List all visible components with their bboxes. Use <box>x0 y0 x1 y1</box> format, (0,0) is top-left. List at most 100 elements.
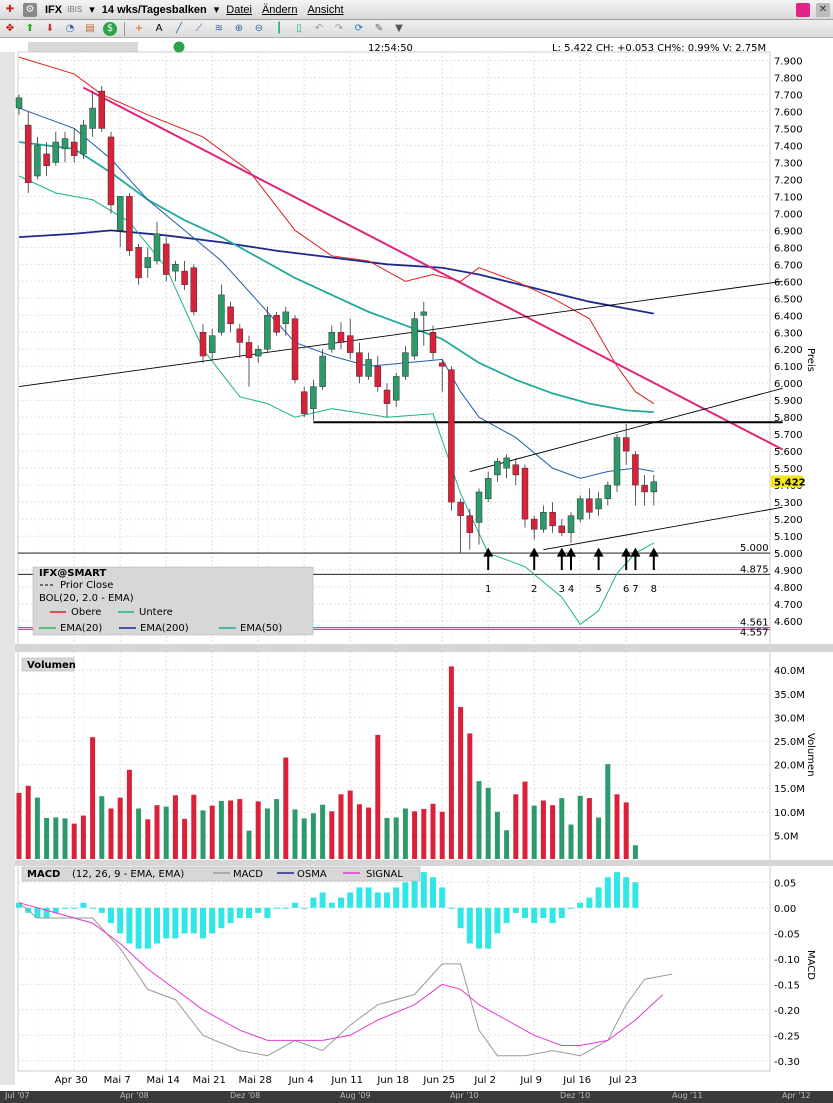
axes: Apr 30 Mai 7 Mai 14 Mai 21 Mai 28 Jun 4 Jun 11… <box>55 56 806 1086</box>
line-tool-icon[interactable]: ╱ <box>175 23 183 34</box>
osma-bar <box>568 907 574 909</box>
refresh-icon[interactable]: ⟳ <box>354 23 364 34</box>
crosshair-icon[interactable]: ✥ <box>5 23 15 34</box>
channel-tool-icon[interactable]: ≋ <box>214 23 224 34</box>
price-tick-label: 7.700 <box>774 90 803 101</box>
x-tick-label: Jun 18 <box>376 1075 409 1086</box>
volume-bar <box>384 817 390 859</box>
hline-label-line_5000: 5.000 <box>740 543 769 554</box>
price-tick-label: 7.900 <box>774 56 803 67</box>
volume-tick-label: 15.0M <box>774 784 805 795</box>
candle-body <box>162 243 170 275</box>
arrow-head <box>621 547 632 557</box>
volume-bar <box>550 805 556 859</box>
volume-bar <box>356 804 362 859</box>
dollar-icon[interactable]: $ <box>103 21 117 36</box>
macd-legend-signal: SIGNAL <box>366 869 403 880</box>
arrow-head <box>556 547 567 557</box>
price-tick-label: 4.600 <box>774 617 803 628</box>
undo-icon[interactable]: ↶ <box>314 23 324 34</box>
settings-icon[interactable]: ⚙ <box>23 2 37 17</box>
candle-body <box>641 484 648 493</box>
tools-icon[interactable]: ✎ <box>374 23 384 34</box>
volume-bar <box>329 811 335 859</box>
candle-body <box>70 141 78 156</box>
macd-line <box>18 902 673 1057</box>
plus-icon[interactable]: ✚ <box>5 4 15 15</box>
menu-view[interactable]: Ansicht <box>307 3 344 16</box>
osma-bar <box>466 907 473 944</box>
panel-divider-price-volume <box>0 644 833 652</box>
candle-body <box>392 376 400 401</box>
volume-bar <box>108 808 114 859</box>
period-selector[interactable]: 14 wks/Tagesbalken <box>101 3 207 16</box>
period-dropdown-icon[interactable]: ▾ <box>213 4 220 16</box>
arrow-up-icon[interactable]: ⬆ <box>25 23 35 34</box>
more-dropdown-icon[interactable]: ▼ <box>395 23 403 34</box>
price-tick-label: 7.500 <box>774 124 803 135</box>
candle-body <box>282 311 290 325</box>
legend-ema200: EMA(200) <box>140 623 189 634</box>
symbol-dropdown-icon[interactable]: ▾ <box>89 4 95 16</box>
candle-body <box>254 348 262 357</box>
symbol-label[interactable]: IFX <box>45 3 63 16</box>
timeline-scroller[interactable]: Jul '07 Apr '08 Dez '08 Aug '09 Apr '10 Dez '… <box>0 1091 833 1103</box>
osma-bar <box>98 907 105 913</box>
dollar-badge-icon <box>173 41 185 53</box>
arrow-down-icon[interactable]: ⬇ <box>45 23 55 34</box>
x-tick-label: Apr 30 <box>55 1075 88 1086</box>
bar-style-icon[interactable]: ┃ <box>275 23 283 34</box>
price-tick-label: 4.700 <box>774 600 803 611</box>
menu-file[interactable]: Datei <box>226 3 252 16</box>
x-tick-label: Mai 21 <box>192 1075 225 1086</box>
pink-box-icon[interactable] <box>796 2 810 17</box>
x-tick-label: Jun 11 <box>330 1075 363 1086</box>
osma-bar <box>218 907 225 929</box>
candle-body <box>126 196 133 251</box>
arrow-label: 2 <box>531 584 537 595</box>
chart-icon[interactable]: ▤ <box>85 23 95 34</box>
toolbar-separator <box>124 21 125 36</box>
osma-bar <box>356 887 363 908</box>
menu-edit[interactable]: Ändern <box>261 3 298 16</box>
price-tick-label: 7.000 <box>774 209 803 220</box>
hline-label-line_4557: 4.557 <box>740 627 769 638</box>
gauge-icon[interactable]: ◔ <box>65 23 75 34</box>
price-tick-label: 6.800 <box>774 243 803 254</box>
candle-body <box>15 97 23 109</box>
ray-tool-icon[interactable]: ⟋ <box>195 23 203 34</box>
osma-bar <box>485 907 492 949</box>
redo-icon[interactable]: ↷ <box>334 23 344 34</box>
volume-bar <box>522 781 528 859</box>
osma-bar <box>227 907 234 924</box>
price-tick-label: 6.200 <box>774 345 803 356</box>
osma-bar <box>236 907 243 918</box>
osma-bar <box>135 907 142 949</box>
candle-body <box>291 318 299 381</box>
text-tool-icon[interactable]: A <box>155 23 163 34</box>
close-window-icon[interactable]: ✕ <box>816 2 830 17</box>
zoom-out-icon[interactable]: ⊖ <box>254 23 264 34</box>
volume-tick-label: 30.0M <box>774 713 805 724</box>
price-tick-label: 5.700 <box>774 430 803 441</box>
volume-bar <box>228 800 234 859</box>
x-tick-label: Mai 14 <box>146 1075 179 1086</box>
volume-bar <box>412 811 418 859</box>
macd-tick-label: -0.30 <box>774 1057 800 1068</box>
arrow-label: 3 <box>559 584 565 595</box>
macd-panel <box>16 872 673 1057</box>
price-tick-label: 7.800 <box>774 73 803 84</box>
volume-bar <box>421 808 427 859</box>
cross-tool-icon[interactable]: + <box>134 23 144 34</box>
osma-bar <box>163 907 170 939</box>
macd-legend-macd: MACD <box>233 869 263 880</box>
candle-style-icon[interactable]: ▯ <box>296 23 302 34</box>
volume-bar <box>117 797 123 859</box>
candle-body <box>521 467 529 520</box>
macd-tick-label: -0.25 <box>774 1031 800 1042</box>
arrow-head <box>483 547 494 557</box>
volume-tick-label: 5.0M <box>774 831 799 842</box>
price-tick-label: 6.000 <box>774 379 803 390</box>
zoom-in-icon[interactable]: ⊕ <box>234 23 244 34</box>
